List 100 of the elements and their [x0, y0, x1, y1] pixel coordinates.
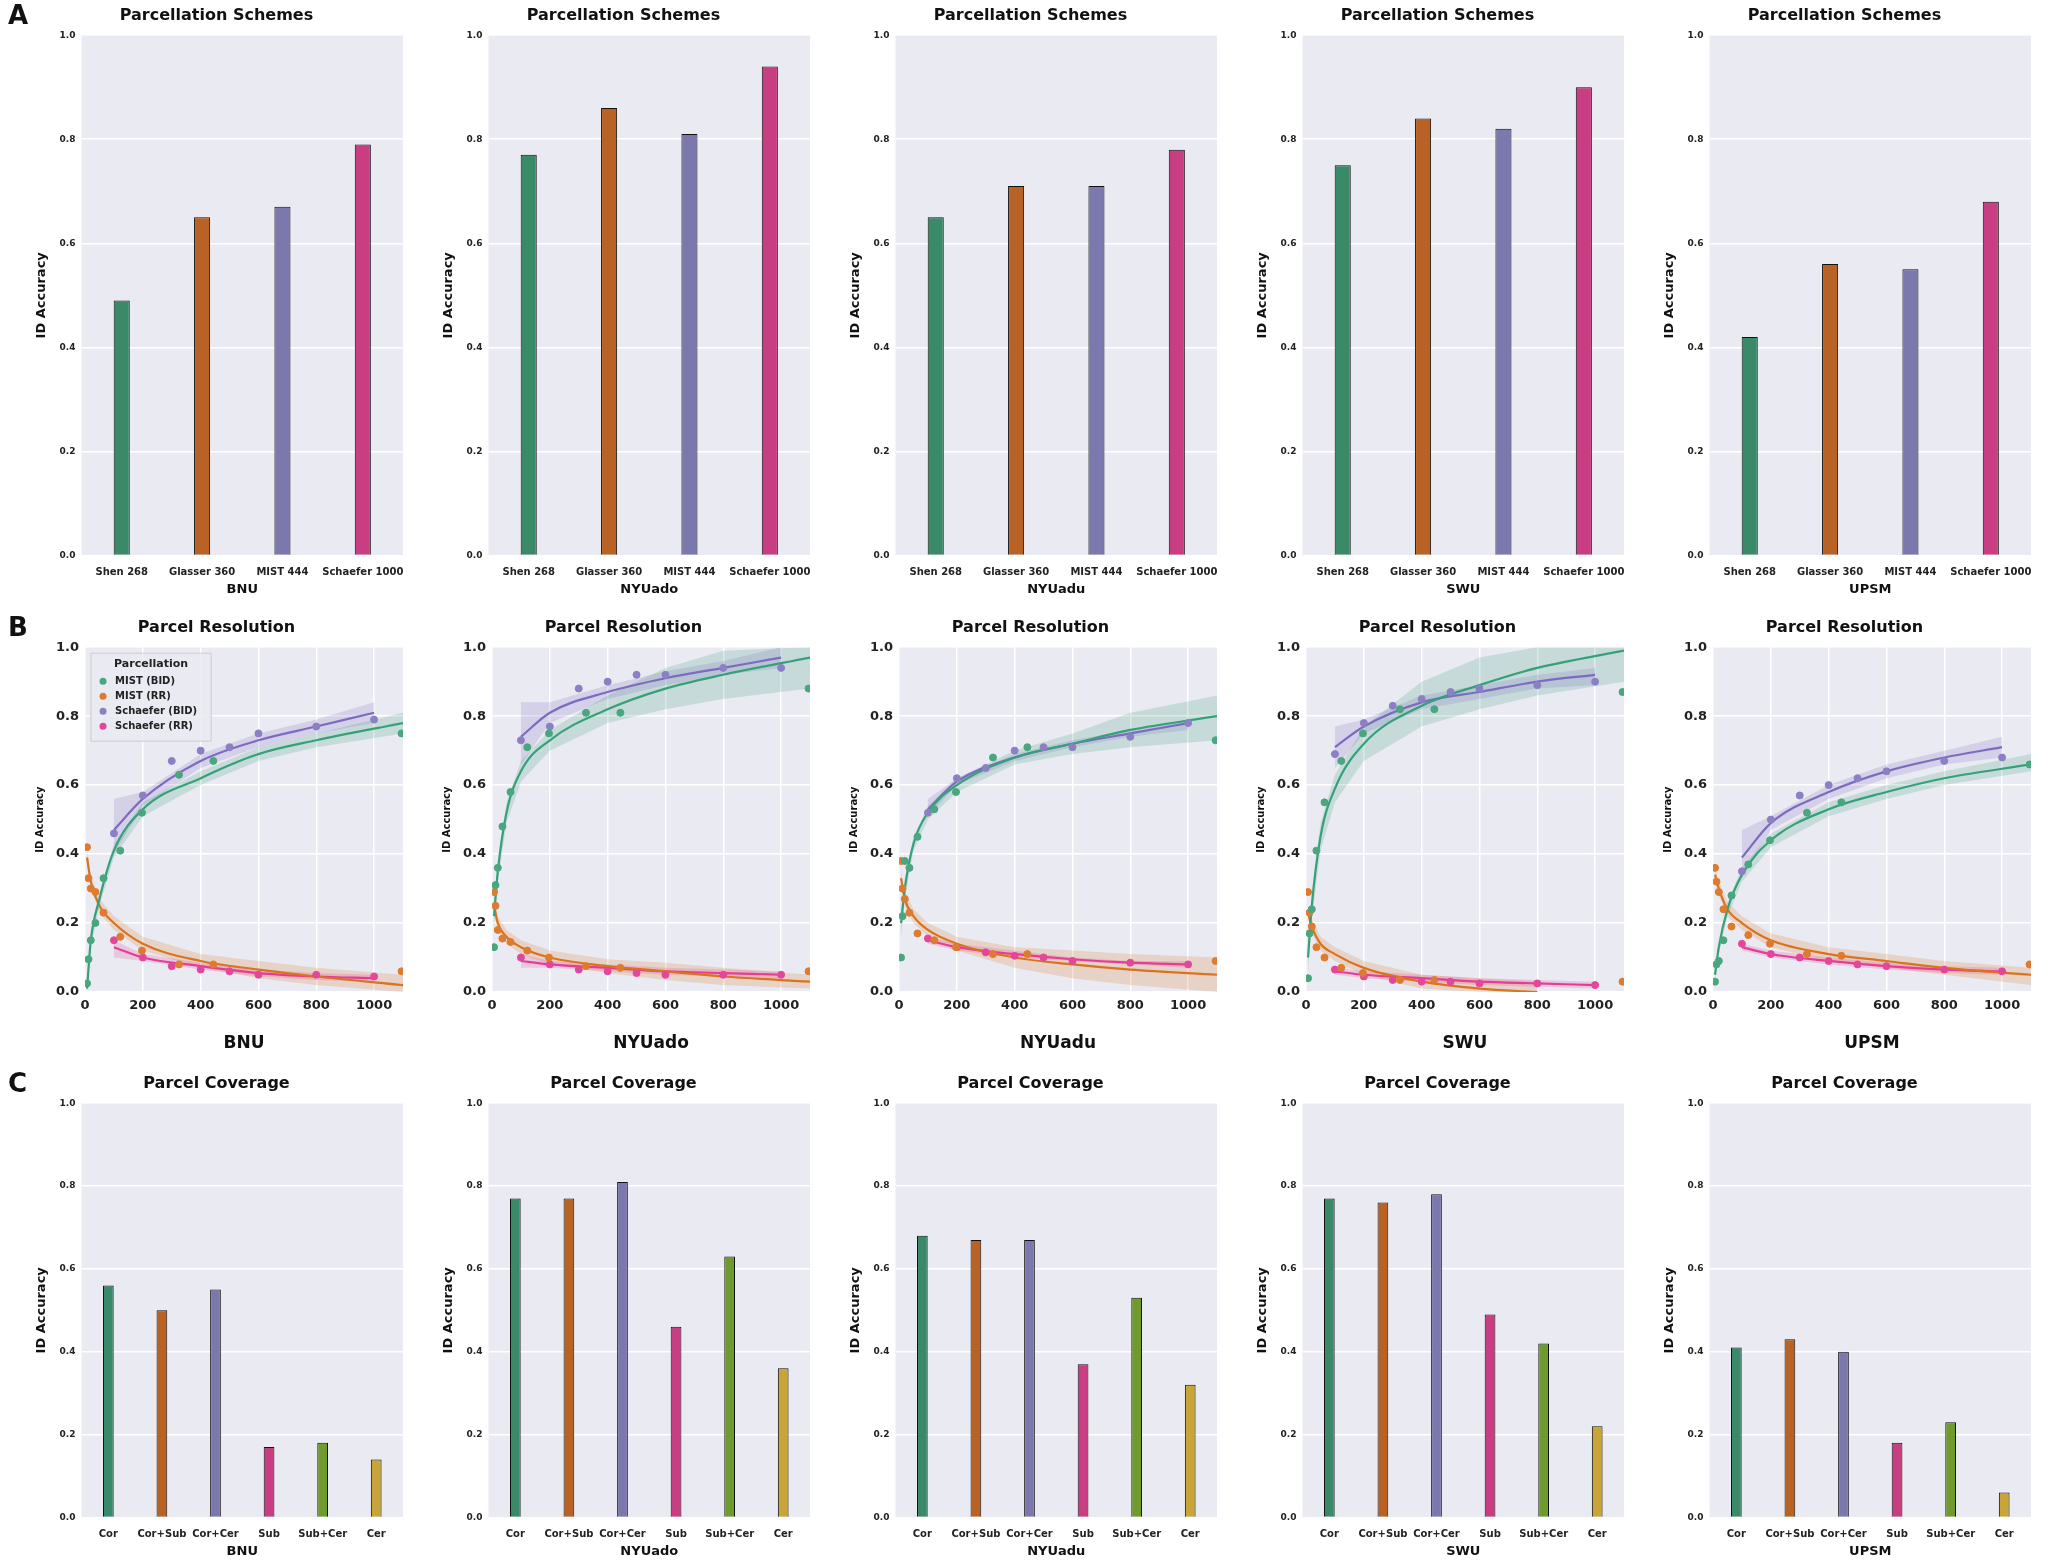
y-tick-label: 0.2: [870, 914, 894, 930]
y-tick-label: 0.0: [870, 983, 894, 999]
legend-label: Schaefer (BID): [115, 704, 198, 716]
y-tick-label: 0.0: [1277, 983, 1301, 999]
y-tick-label: 1.0: [1277, 638, 1301, 654]
x-axis-title: BNU: [226, 1542, 258, 1558]
x-tick-label: Cor+Sub: [951, 1527, 1001, 1539]
y-tick-label: 0.4: [1684, 845, 1708, 861]
y-tick-label: 0.8: [59, 1180, 76, 1191]
y-tick-label: 0.4: [59, 341, 76, 352]
y-tick-label: 1.0: [59, 29, 76, 40]
legend-label: Schaefer (RR): [115, 719, 193, 731]
x-tick-label: 800: [1930, 997, 1958, 1013]
x-tick-label: 200: [1350, 997, 1378, 1013]
text: A: [8, 0, 29, 30]
y-tick-label: 0.2: [873, 1428, 890, 1439]
x-tick-label: 400: [594, 997, 622, 1013]
y-tick-label: 0.0: [466, 549, 483, 560]
x-tick-label: MIST 444: [1884, 565, 1937, 577]
y-tick-label: 1.0: [873, 29, 890, 40]
x-axis-title: NYUado: [620, 580, 679, 596]
x-axis-title: NYUado: [613, 1032, 689, 1053]
x-tick-label: Glasser 360: [1389, 565, 1457, 577]
y-axis-title: ID Accuracy: [847, 1266, 863, 1354]
y-tick-label: 0.8: [873, 133, 890, 144]
x-tick-label: Sub: [665, 1527, 687, 1539]
y-tick-label: 0.8: [463, 707, 487, 723]
text: B: [8, 612, 28, 642]
x-tick-label: 1000: [1577, 997, 1614, 1013]
y-tick-label: 0.2: [1280, 445, 1297, 456]
x-tick-label: 800: [1116, 997, 1144, 1013]
y-tick-label: 0.8: [466, 1180, 483, 1191]
y-tick-label: 0.8: [1280, 133, 1297, 144]
y-tick-label: 1.0: [1684, 638, 1708, 654]
y-tick-label: 1.0: [1280, 29, 1297, 40]
x-axis-title: NYUado: [620, 1542, 679, 1558]
text: C: [8, 1068, 28, 1098]
x-tick-label: 800: [1523, 997, 1551, 1013]
x-tick-label: MIST 444: [1477, 565, 1530, 577]
y-tick-label: 0.2: [1684, 914, 1708, 930]
y-tick-label: 0.8: [466, 133, 483, 144]
x-tick-label: Sub+Cer: [705, 1527, 755, 1539]
x-axis-title: NYUadu: [1027, 580, 1086, 596]
x-tick-label: 400: [1815, 997, 1843, 1013]
chart-title: Parcellation Schemes: [1747, 4, 1942, 24]
y-tick-label: 0.8: [873, 1180, 890, 1191]
y-tick-label: 0.6: [1277, 776, 1301, 792]
x-tick-label: Cor: [98, 1527, 118, 1539]
y-tick-label: 0.2: [1687, 445, 1704, 456]
chart-title: Parcel Resolution: [951, 616, 1110, 636]
y-tick-label: 0.8: [1277, 707, 1301, 723]
x-tick-label: Sub: [1479, 1527, 1501, 1539]
y-axis-title: ID Accuracy: [1254, 1266, 1270, 1354]
x-tick-label: 600: [651, 997, 680, 1013]
x-tick-label: Cer: [366, 1527, 386, 1539]
y-axis-title: ID Accuracy: [847, 785, 859, 853]
x-tick-label: Cor+Cer: [192, 1527, 239, 1539]
y-tick-label: 1.0: [873, 1097, 890, 1108]
chart-title: Parcellation Schemes: [119, 4, 314, 24]
y-tick-label: 0.0: [1684, 983, 1708, 999]
x-axis-title: NYUadu: [1027, 1542, 1086, 1558]
y-tick-label: 0.6: [466, 237, 483, 248]
chart-title: Parcellation Schemes: [1340, 4, 1535, 24]
legend-label: MIST (RR): [115, 689, 171, 701]
y-tick-label: 0.8: [1280, 1180, 1297, 1191]
y-tick-label: 0.4: [1280, 1346, 1297, 1357]
x-tick-label: Shen 268: [95, 565, 149, 577]
y-axis-title: ID Accuracy: [33, 1266, 49, 1354]
x-tick-label: 200: [536, 997, 564, 1013]
y-tick-label: 0.8: [870, 707, 894, 723]
x-tick-label: Cor: [912, 1527, 932, 1539]
x-tick-label: MIST 444: [663, 565, 716, 577]
y-axis-title: ID Accuracy: [1661, 1266, 1677, 1354]
y-tick-label: 0.6: [59, 237, 76, 248]
x-tick-label: Cor: [1726, 1527, 1746, 1539]
y-tick-label: 0.0: [1280, 1511, 1297, 1522]
x-tick-label: Sub: [1886, 1527, 1908, 1539]
y-tick-label: 0.4: [463, 845, 487, 861]
y-axis-title: ID Accuracy: [33, 785, 45, 853]
chart-title: Parcel Coverage: [143, 1072, 290, 1092]
x-tick-label: 800: [709, 997, 737, 1013]
x-tick-label: Cor+Sub: [1765, 1527, 1815, 1539]
chart-title: Parcellation Schemes: [526, 4, 721, 24]
x-tick-label: 0: [80, 997, 90, 1013]
y-tick-label: 0.0: [59, 1511, 76, 1522]
chart-title: Parcel Coverage: [957, 1072, 1104, 1092]
y-tick-label: 0.4: [1277, 845, 1301, 861]
y-axis-title: ID Accuracy: [847, 251, 863, 339]
chart-title: Parcel Coverage: [1364, 1072, 1511, 1092]
y-tick-label: 0.2: [1687, 1428, 1704, 1439]
x-tick-label: Sub+Cer: [1926, 1527, 1976, 1539]
x-tick-label: Cer: [1587, 1527, 1607, 1539]
x-tick-label: 400: [187, 997, 215, 1013]
y-tick-label: 0.0: [873, 549, 890, 560]
x-tick-label: 200: [943, 997, 971, 1013]
x-tick-label: 0: [1708, 997, 1718, 1013]
y-tick-label: 0.8: [59, 133, 76, 144]
x-tick-label: Cor+Sub: [544, 1527, 594, 1539]
y-tick-label: 0.4: [873, 341, 890, 352]
chart-title: Parcellation Schemes: [933, 4, 1128, 24]
